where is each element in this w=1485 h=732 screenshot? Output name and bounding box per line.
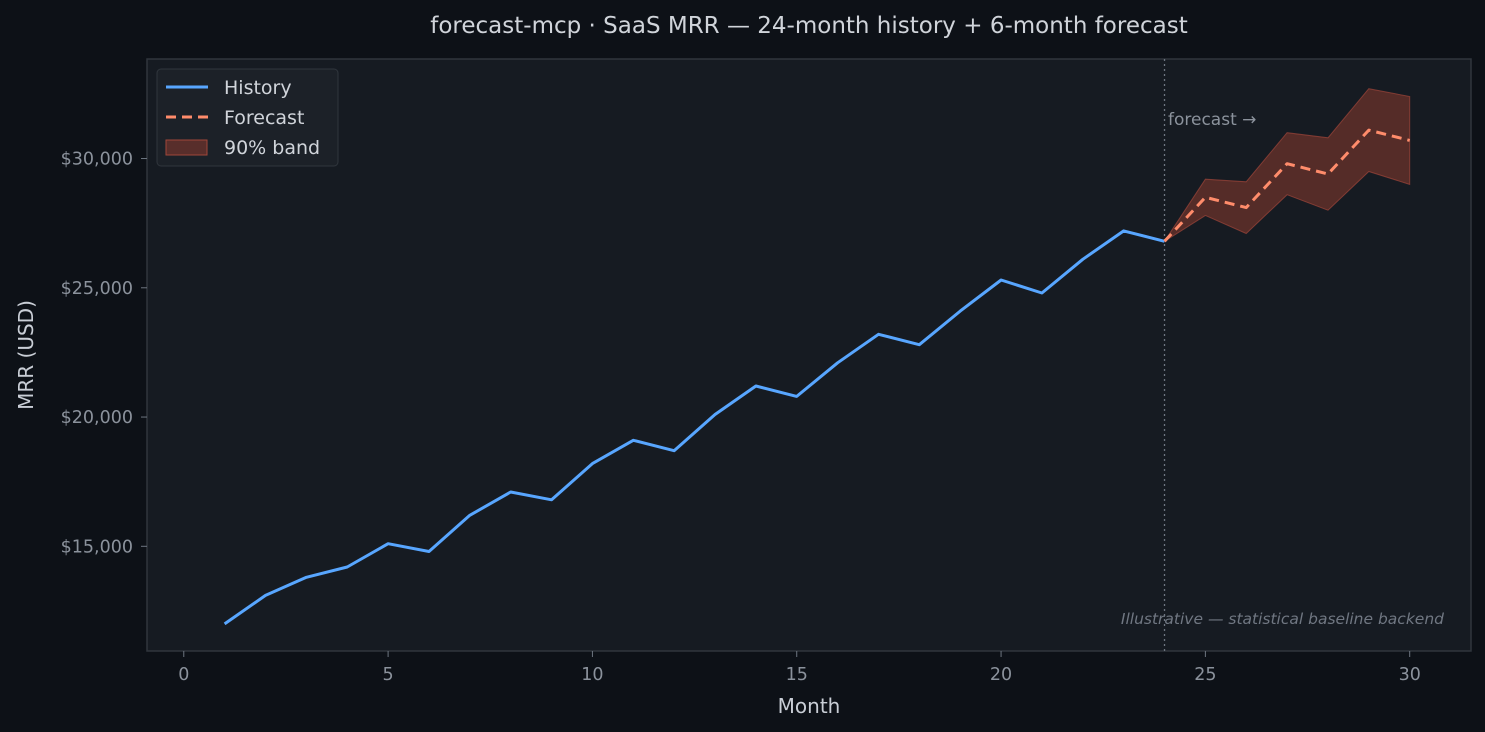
chart-title: forecast-mcp · SaaS MRR — 24-month histo… [430, 13, 1187, 39]
legend: History Forecast 90% band [156, 68, 339, 167]
legend-history-label: History [224, 77, 292, 99]
y-tick-label: $15,000 [61, 537, 133, 557]
x-tick-label: 10 [581, 665, 603, 685]
x-axis-label: Month [778, 694, 841, 718]
x-tick-label: 30 [1399, 665, 1421, 685]
x-tick-label: 0 [178, 665, 189, 685]
x-tick-label: 25 [1194, 665, 1216, 685]
x-axis-ticks: 0 5 10 15 20 25 30 [178, 651, 1421, 685]
plot-area [146, 58, 1472, 652]
y-tick-label: $20,000 [61, 408, 133, 428]
legend-band-swatch [165, 139, 208, 156]
legend-forecast-label: Forecast [224, 107, 304, 129]
forecast-annotation: forecast → [1168, 110, 1256, 130]
x-tick-label: 5 [383, 665, 394, 685]
forecast-series-line [1163, 128, 1411, 243]
y-axis-label: MRR (USD) [14, 300, 38, 410]
y-tick-label: $30,000 [61, 150, 133, 170]
y-tick-label: $25,000 [61, 279, 133, 299]
legend-band-label: 90% band [224, 137, 320, 159]
x-tick-label: 20 [990, 665, 1012, 685]
x-tick-label: 15 [786, 665, 808, 685]
footnote: Illustrative — statistical baseline back… [1121, 610, 1444, 628]
history-series-line [223, 229, 1165, 626]
y-axis-ticks: $15,000 $20,000 $25,000 $30,000 [61, 150, 147, 557]
